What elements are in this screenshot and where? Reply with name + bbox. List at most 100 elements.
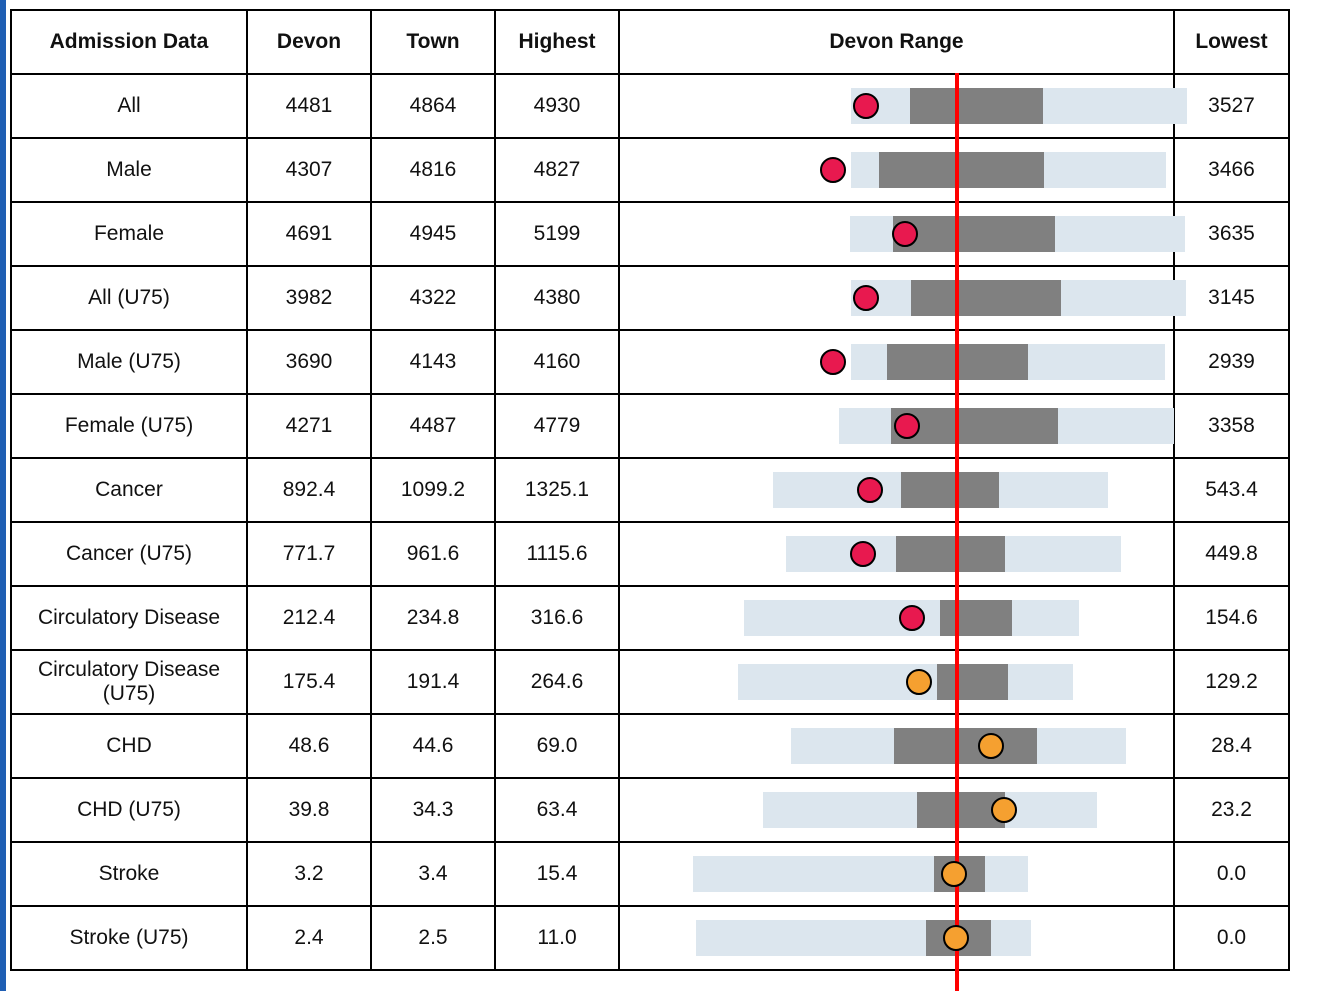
town-value: 961.6 [370, 521, 496, 587]
lowest-value: 3466 [1173, 137, 1290, 203]
table-row: Stroke (U75) 2.4 2.5 11.0 0.0 [10, 905, 1290, 971]
header-highest: Highest [494, 9, 620, 75]
table-row: CHD (U75) 39.8 34.3 63.4 23.2 [10, 777, 1290, 843]
town-value: 4945 [370, 201, 496, 267]
lowest-value: 543.4 [1173, 457, 1290, 523]
town-value: 1099.2 [370, 457, 496, 523]
range-cell [618, 137, 1175, 203]
highest-value: 15.4 [494, 841, 620, 907]
devon-value: 39.8 [246, 777, 372, 843]
devon-value: 4481 [246, 73, 372, 139]
devon-value: 3690 [246, 329, 372, 395]
town-value: 4487 [370, 393, 496, 459]
town-value: 4864 [370, 73, 496, 139]
row-label: Female (U75) [10, 393, 248, 459]
highest-value: 1115.6 [494, 521, 620, 587]
row-label: Cancer (U75) [10, 521, 248, 587]
header-town: Town [370, 9, 496, 75]
highest-value: 4779 [494, 393, 620, 459]
highest-value: 1325.1 [494, 457, 620, 523]
row-label: Male [10, 137, 248, 203]
town-value: 4816 [370, 137, 496, 203]
range-cell [618, 777, 1175, 843]
row-label: Cancer [10, 457, 248, 523]
devon-value: 771.7 [246, 521, 372, 587]
table-row: Stroke 3.2 3.4 15.4 0.0 [10, 841, 1290, 907]
header-admission-data: Admission Data [10, 9, 248, 75]
devon-value: 3.2 [246, 841, 372, 907]
table-row: All (U75) 3982 4322 4380 3145 [10, 265, 1290, 331]
range-cell [618, 457, 1175, 523]
admission-data-table: Admission Data Devon Town Highest Devon … [10, 9, 1290, 971]
row-label: Male (U75) [10, 329, 248, 395]
range-cell [618, 329, 1175, 395]
row-label: CHD (U75) [10, 777, 248, 843]
row-label: Female [10, 201, 248, 267]
table-row: Circulatory Disease 212.4 234.8 316.6 154.6 [10, 585, 1290, 651]
lowest-value: 3145 [1173, 265, 1290, 331]
table-row: Cancer 892.4 1099.2 1325.1 543.4 [10, 457, 1290, 523]
header-devon: Devon [246, 9, 372, 75]
row-label: Stroke [10, 841, 248, 907]
lowest-value: 28.4 [1173, 713, 1290, 779]
devon-value: 892.4 [246, 457, 372, 523]
devon-value: 2.4 [246, 905, 372, 971]
town-value: 234.8 [370, 585, 496, 651]
range-cell [618, 521, 1175, 587]
lowest-value: 3527 [1173, 73, 1290, 139]
table-header-row: Admission Data Devon Town Highest Devon … [10, 9, 1290, 75]
range-cell [618, 393, 1175, 459]
range-cell [618, 265, 1175, 331]
highest-value: 69.0 [494, 713, 620, 779]
lowest-value: 154.6 [1173, 585, 1290, 651]
highest-value: 264.6 [494, 649, 620, 715]
town-value: 44.6 [370, 713, 496, 779]
lowest-value: 23.2 [1173, 777, 1290, 843]
highest-value: 5199 [494, 201, 620, 267]
devon-value: 4307 [246, 137, 372, 203]
devon-value: 48.6 [246, 713, 372, 779]
table-row: CHD 48.6 44.6 69.0 28.4 [10, 713, 1290, 779]
row-label: Stroke (U75) [10, 905, 248, 971]
devon-value: 212.4 [246, 585, 372, 651]
devon-value: 4691 [246, 201, 372, 267]
range-cell [618, 841, 1175, 907]
devon-value: 4271 [246, 393, 372, 459]
lowest-value: 0.0 [1173, 841, 1290, 907]
highest-value: 316.6 [494, 585, 620, 651]
town-value: 2.5 [370, 905, 496, 971]
header-lowest: Lowest [1173, 9, 1290, 75]
row-label: All [10, 73, 248, 139]
highest-value: 11.0 [494, 905, 620, 971]
row-label: Circulatory Disease (U75) [10, 649, 248, 715]
lowest-value: 2939 [1173, 329, 1290, 395]
highest-value: 4827 [494, 137, 620, 203]
header-devon-range: Devon Range [618, 9, 1175, 75]
devon-value: 3982 [246, 265, 372, 331]
lowest-value: 3635 [1173, 201, 1290, 267]
lowest-value: 129.2 [1173, 649, 1290, 715]
table-row: Cancer (U75) 771.7 961.6 1115.6 449.8 [10, 521, 1290, 587]
town-value: 4143 [370, 329, 496, 395]
table-row: Circulatory Disease (U75) 175.4 191.4 264.6… [10, 649, 1290, 715]
range-cell [618, 649, 1175, 715]
row-label: Circulatory Disease [10, 585, 248, 651]
town-value: 3.4 [370, 841, 496, 907]
range-cell [618, 73, 1175, 139]
row-label: All (U75) [10, 265, 248, 331]
table-row: Female (U75) 4271 4487 4779 3358 [10, 393, 1290, 459]
highest-value: 63.4 [494, 777, 620, 843]
table-row: All 4481 4864 4930 3527 [10, 73, 1290, 139]
town-value: 191.4 [370, 649, 496, 715]
highest-value: 4380 [494, 265, 620, 331]
range-cell [618, 585, 1175, 651]
range-cell [618, 201, 1175, 267]
left-edge-bar [0, 0, 6, 991]
highest-value: 4930 [494, 73, 620, 139]
lowest-value: 449.8 [1173, 521, 1290, 587]
row-label: CHD [10, 713, 248, 779]
lowest-value: 0.0 [1173, 905, 1290, 971]
lowest-value: 3358 [1173, 393, 1290, 459]
range-cell [618, 905, 1175, 971]
town-value: 4322 [370, 265, 496, 331]
